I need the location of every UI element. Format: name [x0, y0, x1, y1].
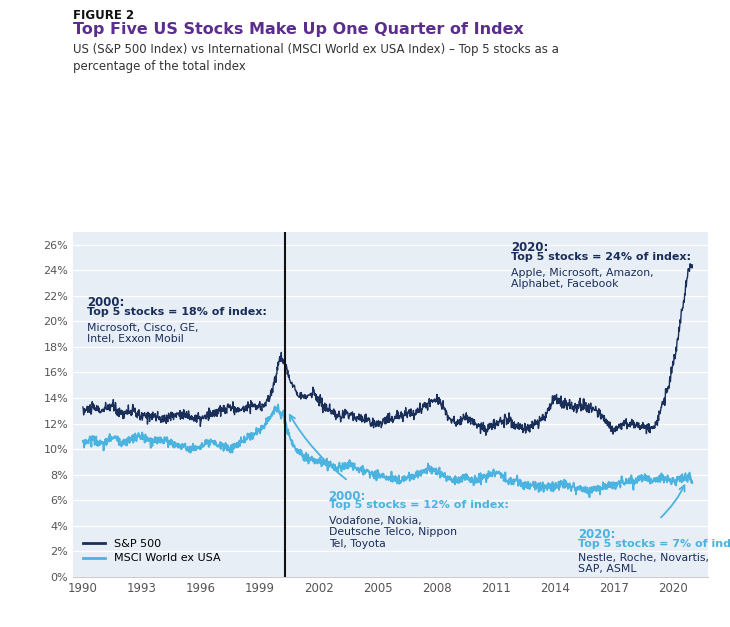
Text: 2000:: 2000:	[87, 296, 124, 309]
Text: US (S&P 500 Index) vs International (MSCI World ex USA Index) – Top 5 stocks as : US (S&P 500 Index) vs International (MSC…	[73, 43, 559, 73]
Text: Nestle, Roche, Novartis,
SAP, ASML: Nestle, Roche, Novartis, SAP, ASML	[578, 552, 710, 574]
Text: Apple, Microsoft, Amazon,
Alphabet, Facebook: Apple, Microsoft, Amazon, Alphabet, Face…	[512, 268, 654, 289]
Text: 2020:: 2020:	[578, 529, 615, 541]
Text: Top Five US Stocks Make Up One Quarter of Index: Top Five US Stocks Make Up One Quarter o…	[73, 22, 524, 37]
Text: FIGURE 2: FIGURE 2	[73, 9, 134, 23]
Text: Top 5 stocks = 12% of index:: Top 5 stocks = 12% of index:	[328, 500, 509, 510]
Text: 2000:: 2000:	[328, 490, 366, 503]
Text: Microsoft, Cisco, GE,
Intel, Exxon Mobil: Microsoft, Cisco, GE, Intel, Exxon Mobil	[87, 323, 199, 344]
Text: Top 5 stocks = 7% of index: Top 5 stocks = 7% of index	[578, 539, 730, 549]
Text: Top 5 stocks = 24% of index:: Top 5 stocks = 24% of index:	[512, 253, 691, 263]
Text: Vodafone, Nokia,
Deutsche Telco, Nippon
Tel, Toyota: Vodafone, Nokia, Deutsche Telco, Nippon …	[328, 515, 456, 549]
Text: 2020:: 2020:	[512, 241, 549, 254]
Legend: S&P 500, MSCI World ex USA: S&P 500, MSCI World ex USA	[79, 534, 225, 568]
Text: Top 5 stocks = 18% of index:: Top 5 stocks = 18% of index:	[87, 307, 266, 317]
